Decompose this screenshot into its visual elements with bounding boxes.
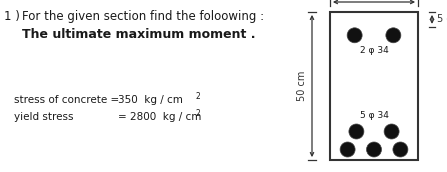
Circle shape bbox=[386, 28, 401, 43]
Text: stress of concrete =: stress of concrete = bbox=[14, 95, 122, 105]
Circle shape bbox=[349, 124, 364, 139]
Text: 50 cm: 50 cm bbox=[297, 71, 307, 101]
Circle shape bbox=[384, 124, 399, 139]
Circle shape bbox=[393, 142, 408, 157]
Circle shape bbox=[340, 142, 355, 157]
Circle shape bbox=[367, 142, 381, 157]
Text: The ultimate maximum moment .: The ultimate maximum moment . bbox=[22, 28, 256, 41]
Text: 350  kg / cm: 350 kg / cm bbox=[118, 95, 183, 105]
Text: 5 cm: 5 cm bbox=[437, 14, 447, 24]
Text: 5 φ 34: 5 φ 34 bbox=[359, 111, 388, 120]
Text: 2: 2 bbox=[195, 92, 200, 101]
Bar bbox=[330, 12, 418, 160]
Text: 1 ): 1 ) bbox=[4, 10, 20, 23]
Text: 2: 2 bbox=[195, 109, 200, 118]
Text: yield stress: yield stress bbox=[14, 112, 73, 122]
Text: = 2800  kg / cm: = 2800 kg / cm bbox=[118, 112, 202, 122]
Text: For the given section find the foloowing :: For the given section find the foloowing… bbox=[22, 10, 264, 23]
Text: 2 φ 34: 2 φ 34 bbox=[360, 46, 388, 55]
Circle shape bbox=[347, 28, 362, 43]
